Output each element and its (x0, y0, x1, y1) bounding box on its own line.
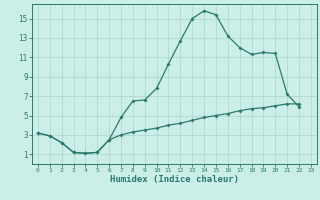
X-axis label: Humidex (Indice chaleur): Humidex (Indice chaleur) (110, 175, 239, 184)
